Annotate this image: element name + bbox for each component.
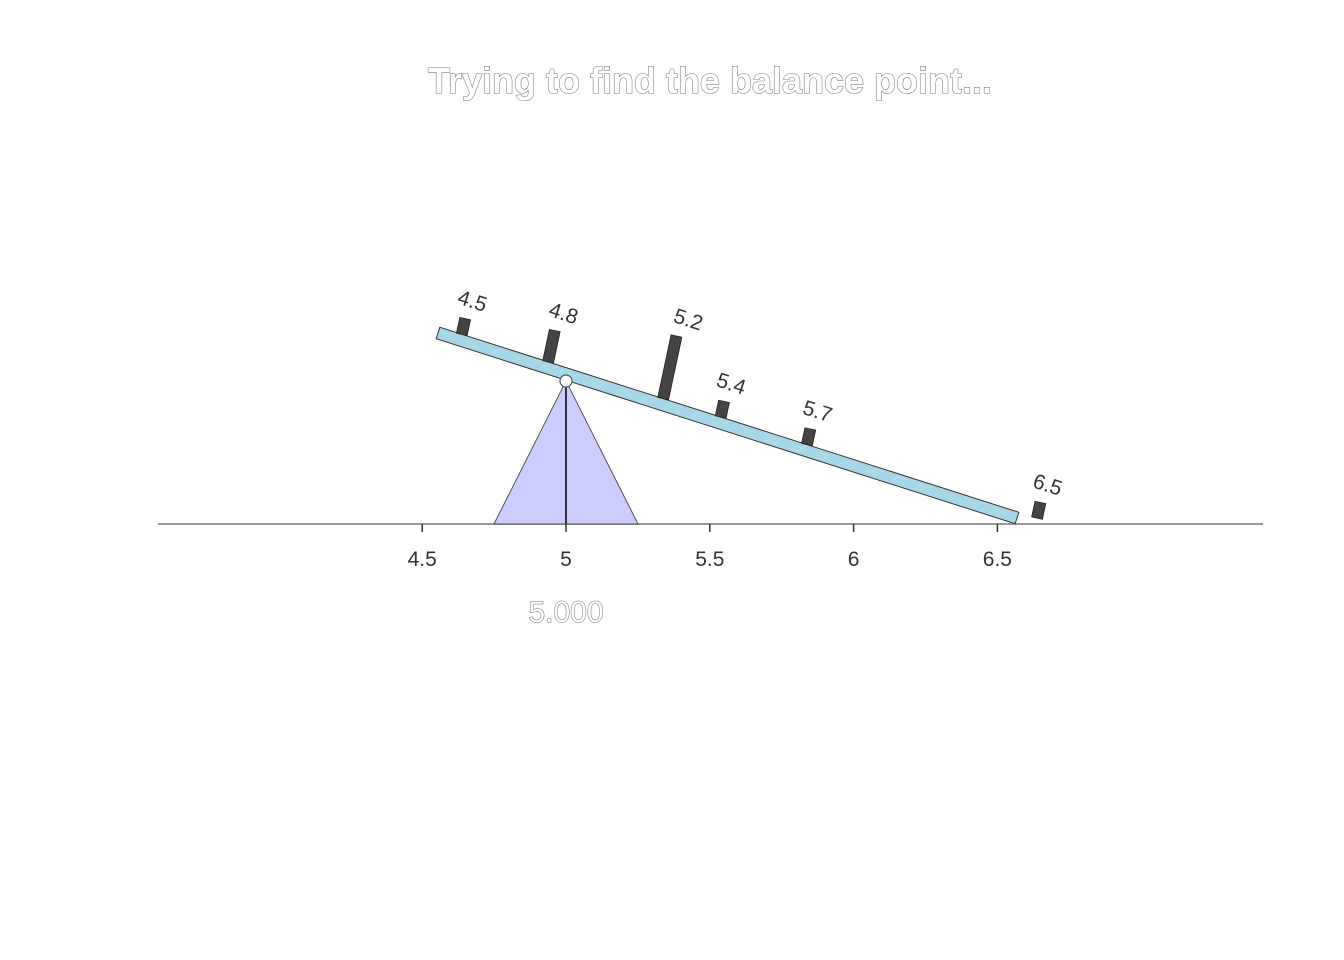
axis-tick-label: 5	[560, 548, 572, 571]
axis-tick-label: 6	[848, 548, 860, 571]
weight-label: 5.7	[800, 396, 835, 427]
page-title: Trying to find the balance point...	[428, 60, 992, 101]
weight-block	[801, 427, 817, 447]
weight-block	[657, 334, 683, 401]
axis-tick-label: 5.5	[695, 548, 724, 571]
weight-label: 6.5	[1030, 470, 1065, 501]
weight-label: 4.8	[546, 298, 581, 329]
weight-label: 5.4	[714, 369, 749, 400]
axis-tick-label: 6.5	[983, 548, 1012, 571]
weight-block	[455, 317, 472, 336]
pivot-point	[559, 374, 573, 388]
axis-tick-label: 4.5	[408, 548, 437, 571]
weight-label: 4.5	[455, 286, 490, 317]
weight-block	[714, 399, 730, 419]
seesaw-beam	[435, 326, 1020, 525]
weight-label: 5.2	[671, 305, 706, 336]
axis-ticks: 4.5 5 5.5 6 6.5	[408, 524, 1012, 571]
weight-block	[542, 328, 561, 364]
weight-block	[1031, 500, 1047, 520]
fulcrum-readout: 5.000	[528, 596, 603, 629]
